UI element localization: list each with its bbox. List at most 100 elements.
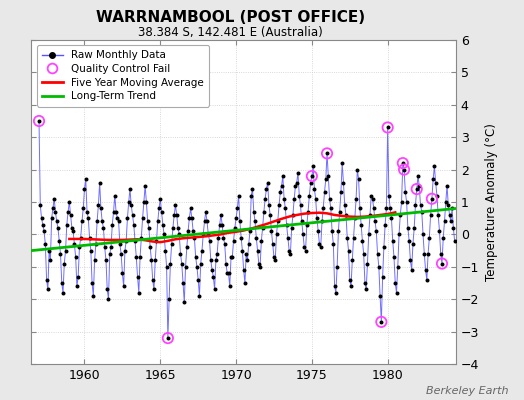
Point <box>258 225 267 231</box>
Point <box>122 238 130 244</box>
Point <box>299 231 307 238</box>
Point <box>103 286 112 293</box>
Point <box>403 225 412 231</box>
Point <box>165 296 173 302</box>
Point <box>307 179 315 186</box>
Point <box>92 241 100 247</box>
Point <box>241 280 249 286</box>
Point <box>58 280 66 286</box>
Point <box>337 189 345 196</box>
Point <box>178 260 186 267</box>
Point <box>205 238 214 244</box>
Point <box>219 234 227 241</box>
Point <box>141 183 149 189</box>
Point <box>188 215 196 222</box>
Point <box>348 257 356 264</box>
Point <box>380 244 388 250</box>
Point <box>382 205 390 212</box>
Point <box>423 276 431 283</box>
Point <box>357 222 365 228</box>
Point <box>171 202 180 208</box>
Point <box>372 228 380 234</box>
Point <box>71 254 80 260</box>
Point <box>128 212 137 218</box>
Point <box>208 267 216 273</box>
Point <box>121 247 129 254</box>
Point <box>385 192 393 199</box>
Point <box>225 283 234 290</box>
Point <box>138 215 147 222</box>
Point <box>435 228 444 234</box>
Point <box>40 228 48 234</box>
Point <box>133 273 141 280</box>
Point <box>425 234 433 241</box>
Point <box>102 257 110 264</box>
Point <box>35 118 43 124</box>
Point <box>152 238 161 244</box>
Point <box>191 254 200 260</box>
Point <box>70 241 79 247</box>
Point <box>254 247 262 254</box>
Point <box>448 205 456 212</box>
Point <box>399 160 407 166</box>
Point <box>136 254 144 260</box>
Point <box>323 150 331 157</box>
Point <box>415 183 423 189</box>
Point <box>384 124 392 131</box>
Point <box>283 234 292 241</box>
Point <box>257 238 266 244</box>
Point <box>251 218 259 225</box>
Point <box>266 212 275 218</box>
Point <box>430 163 439 170</box>
Point <box>289 212 297 218</box>
Point <box>264 179 272 186</box>
Point <box>97 205 105 212</box>
Point <box>117 251 125 257</box>
Y-axis label: Temperature Anomaly (°C): Temperature Anomaly (°C) <box>485 123 498 281</box>
Point <box>279 173 287 179</box>
Point <box>247 192 255 199</box>
Point <box>189 228 198 234</box>
Point <box>231 225 239 231</box>
Point <box>316 244 325 250</box>
Point <box>140 199 148 205</box>
Point <box>156 196 165 202</box>
Point <box>420 251 429 257</box>
Point <box>198 247 206 254</box>
Point <box>391 280 399 286</box>
Point <box>82 176 90 182</box>
Point <box>362 286 370 293</box>
Point <box>73 283 81 290</box>
Point <box>232 215 241 222</box>
Point <box>83 208 91 215</box>
Point <box>74 273 82 280</box>
Point <box>353 166 362 173</box>
Point <box>361 280 369 286</box>
Point <box>221 241 229 247</box>
Point <box>368 196 377 202</box>
Point <box>347 283 355 290</box>
Point <box>291 183 300 189</box>
Text: 38.384 S, 142.481 E (Australia): 38.384 S, 142.481 E (Australia) <box>138 26 323 39</box>
Point <box>396 212 405 218</box>
Point <box>397 199 406 205</box>
Point <box>41 241 50 247</box>
Point <box>280 196 288 202</box>
Point <box>438 260 446 267</box>
Point <box>99 225 107 231</box>
Point <box>296 202 304 208</box>
Point <box>125 199 133 205</box>
Point <box>169 225 177 231</box>
Point <box>179 280 187 286</box>
Point <box>163 335 172 341</box>
Point <box>56 251 64 257</box>
Point <box>123 215 132 222</box>
Point <box>381 222 389 228</box>
Point <box>442 199 450 205</box>
Point <box>352 196 361 202</box>
Point <box>324 173 333 179</box>
Point <box>61 247 70 254</box>
Point <box>107 244 115 250</box>
Point <box>218 222 226 228</box>
Point <box>281 205 290 212</box>
